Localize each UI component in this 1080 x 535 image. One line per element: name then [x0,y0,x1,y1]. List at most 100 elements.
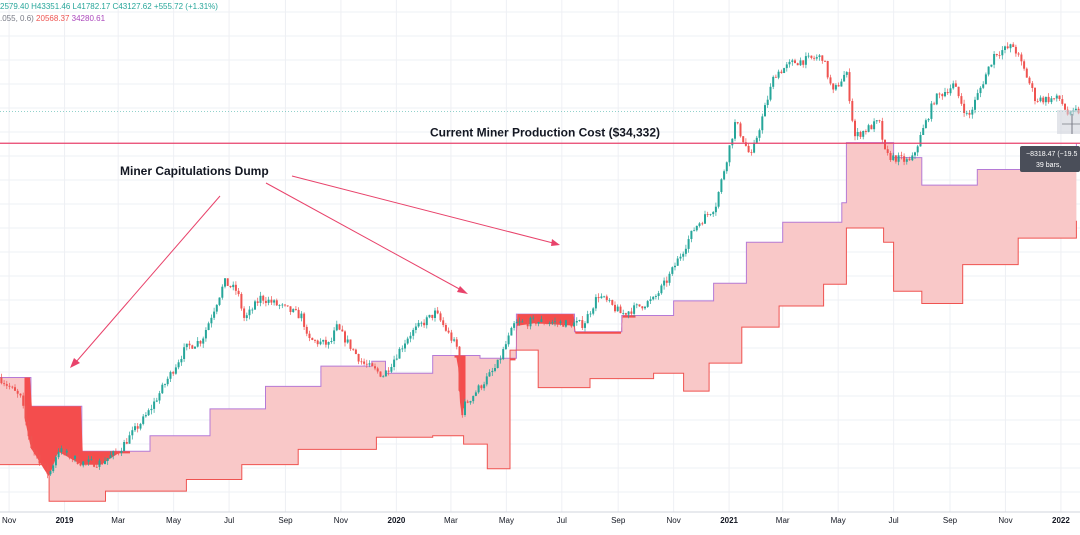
candle-body [341,329,344,332]
candle-body [76,455,79,464]
measure-shade [1057,110,1080,134]
capitulation-label: Miner Capitulations Dump [120,164,269,178]
candle-body [300,313,303,319]
candle-body [106,458,109,461]
candle-body [712,212,715,215]
candle-body [905,159,908,162]
indicator-params: .055, 0.6) [0,14,34,23]
candle-body [619,306,622,314]
candle-body [761,116,764,131]
candle-body [33,448,36,452]
candle-body [38,454,41,464]
candle-body [510,327,513,336]
x-tick-label: 2020 [388,516,406,525]
arrow-head-1 [70,358,80,368]
candle-body [821,55,824,61]
candle-body [1047,96,1050,103]
candle-body [224,278,226,287]
candle-body [109,455,112,459]
candle-body [1004,46,1006,50]
candle-body [709,214,712,215]
candle-body [139,423,142,429]
candle-body [671,267,674,274]
candle-body [1006,46,1009,49]
candle-body [903,156,906,162]
candle-body [417,322,420,327]
candle-body [578,320,581,321]
candle-body [1028,77,1031,84]
candle-body [185,343,188,348]
candle-body [660,285,663,294]
candle-body [682,253,685,257]
capitulation-arrows[interactable]: Miner Capitulations Dump [70,164,560,368]
arrow-line-2[interactable] [265,182,464,292]
candle-body [1064,103,1066,110]
candle-body [354,349,357,354]
capitulation-zone [510,314,636,361]
candle-body [199,341,202,344]
candle-body [218,297,221,305]
arrow-line-3[interactable] [291,175,554,244]
candle-body [984,74,987,85]
candle-body [1025,68,1028,78]
candle-body [90,459,93,460]
candle-body [74,455,76,459]
candle-body [837,85,840,87]
measure-box [1020,146,1080,172]
candle-body [777,71,780,78]
candle-body [826,61,829,78]
candle-body [747,145,750,153]
candle-body [919,135,922,147]
candle-body [674,265,676,268]
candle-body [881,121,884,140]
candle-body [714,206,717,213]
candle-body [952,83,955,89]
candle-body [453,339,456,341]
candle-body [513,323,516,328]
production-cost-line[interactable]: Current Miner Production Cost ($34,332) [0,125,1080,144]
candle-body [49,471,52,475]
candle-body [668,273,671,283]
candle-body [875,120,878,122]
candle-body [870,125,873,130]
candle-body [322,339,325,342]
x-axis[interactable]: Nov 2019 Mar May Jul Sep Nov 2020 Mar May Jul Sep No… [0,511,1080,525]
candle-body [581,320,584,328]
candle-body [856,132,859,137]
candle-body [153,401,156,409]
candle-body [559,321,562,323]
candle-body [635,304,638,306]
candle-body [273,300,276,303]
measure-tool[interactable]: −8318.47 (−19.5 39 bars, [1020,110,1080,172]
candle-body [210,317,213,324]
production-cost-label: Current Miner Production Cost ($34,332) [430,125,660,139]
candle-body [753,142,756,153]
candle-body [213,311,216,318]
candle-body [1023,61,1026,69]
candle-body [1058,95,1061,99]
x-tick-label: 2021 [720,516,738,525]
candle-body [60,448,63,452]
candle-body [379,371,382,377]
candle-body [19,393,22,396]
candle-body [194,346,196,349]
candle-body [464,401,466,415]
capitulation-zone [24,377,130,476]
candle-body [1061,99,1064,104]
arrow-head-3 [551,239,560,246]
candle-body [766,99,769,105]
arrow-head-2 [457,286,468,294]
candle-body [245,315,248,318]
arrow-line-1[interactable] [75,195,221,363]
candle-body [442,320,445,325]
candle-body [886,149,889,153]
x-tick-label: Nov [2,516,16,525]
candle-body [125,442,128,444]
candle-body [927,119,930,121]
candle-body [52,465,55,472]
candle-body [597,297,600,299]
candle-body [573,322,576,327]
ohlc-legend: 2579.40 H43351.46 L41782.17 C43127.62 +5… [0,2,218,11]
